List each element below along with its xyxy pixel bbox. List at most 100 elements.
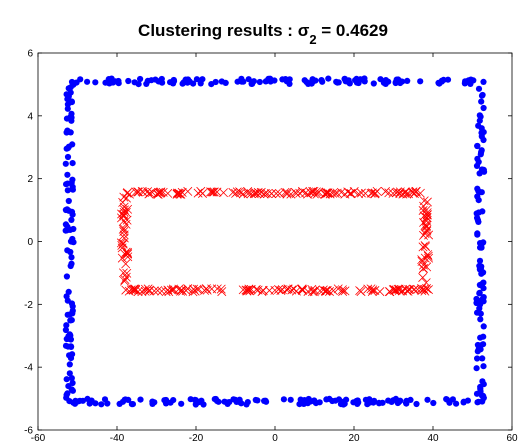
data-point — [71, 400, 79, 407]
data-point — [329, 397, 336, 405]
data-point — [353, 75, 360, 82]
data-point — [123, 247, 132, 257]
data-point — [303, 189, 313, 199]
data-point — [298, 286, 307, 295]
data-point — [122, 268, 132, 278]
data-point — [385, 78, 392, 85]
data-point — [421, 278, 431, 288]
data-point — [479, 91, 486, 99]
data-point — [480, 136, 487, 144]
data-point — [67, 317, 74, 324]
data-point — [419, 230, 428, 240]
x-tick-label: 0 — [272, 433, 278, 443]
data-point — [256, 78, 263, 86]
data-point — [267, 78, 274, 85]
data-point — [340, 286, 350, 296]
data-point — [125, 396, 132, 403]
data-point — [178, 400, 185, 407]
data-point — [371, 397, 378, 404]
data-point — [413, 400, 420, 408]
data-point — [401, 284, 411, 294]
data-point — [271, 189, 281, 198]
data-point — [375, 287, 385, 297]
data-point — [69, 303, 76, 310]
data-point — [298, 186, 307, 196]
chart-title-subscript: 2 — [309, 32, 316, 47]
data-point — [179, 80, 186, 87]
data-point — [137, 396, 144, 403]
data-point — [183, 186, 193, 196]
data-point — [337, 285, 347, 295]
data-point — [157, 78, 165, 85]
data-point — [479, 280, 486, 287]
data-point — [172, 189, 182, 199]
data-point — [156, 187, 166, 197]
data-point — [287, 396, 294, 403]
data-point — [270, 285, 280, 295]
data-point — [65, 197, 72, 205]
data-point — [422, 225, 432, 235]
data-point — [301, 397, 308, 404]
data-point — [208, 81, 215, 88]
data-point — [122, 215, 132, 225]
data-point — [143, 80, 150, 87]
data-point — [64, 187, 71, 194]
data-point — [161, 287, 171, 297]
data-point — [173, 188, 182, 198]
data-point — [419, 284, 429, 294]
series-0 — [62, 75, 488, 408]
data-point — [332, 188, 342, 198]
data-point — [354, 397, 361, 404]
data-point — [420, 253, 430, 263]
x-tick-label: 40 — [427, 433, 439, 443]
data-point — [318, 285, 328, 295]
data-point — [474, 142, 481, 150]
data-point — [325, 287, 334, 296]
data-point — [478, 98, 485, 105]
data-point — [67, 262, 74, 270]
data-point — [334, 79, 341, 86]
data-point — [328, 286, 338, 296]
data-point — [364, 401, 371, 408]
data-point — [477, 316, 484, 323]
data-point — [63, 273, 70, 280]
data-point — [308, 186, 318, 196]
chart-title-suffix: = 0.4629 — [317, 21, 388, 40]
data-point — [337, 401, 345, 408]
data-point — [422, 208, 432, 218]
data-point — [282, 188, 292, 197]
data-point — [241, 285, 251, 295]
data-point — [322, 188, 332, 198]
data-point — [473, 390, 481, 397]
data-point — [312, 189, 322, 199]
data-point — [419, 217, 429, 227]
data-point — [422, 213, 432, 223]
data-point — [206, 187, 216, 197]
data-point — [389, 284, 399, 294]
data-point — [424, 253, 434, 263]
data-point — [119, 216, 129, 226]
data-point — [349, 187, 359, 196]
data-point — [62, 326, 69, 334]
data-point — [248, 80, 255, 87]
data-point — [129, 284, 139, 294]
data-point — [128, 401, 135, 408]
data-point — [444, 76, 452, 83]
data-point — [68, 208, 76, 215]
data-point — [137, 186, 147, 196]
data-point — [286, 80, 293, 87]
data-point — [470, 77, 477, 84]
data-point — [283, 284, 293, 294]
y-tick-label: 4 — [27, 111, 33, 122]
data-point — [360, 188, 370, 198]
data-point — [119, 192, 129, 202]
data-point — [64, 171, 71, 178]
data-point — [418, 263, 428, 273]
data-point — [118, 239, 128, 249]
data-point — [461, 80, 468, 87]
data-point — [377, 76, 384, 83]
data-point — [263, 189, 273, 199]
data-point — [392, 187, 402, 197]
x-tick-label: -20 — [189, 433, 204, 443]
